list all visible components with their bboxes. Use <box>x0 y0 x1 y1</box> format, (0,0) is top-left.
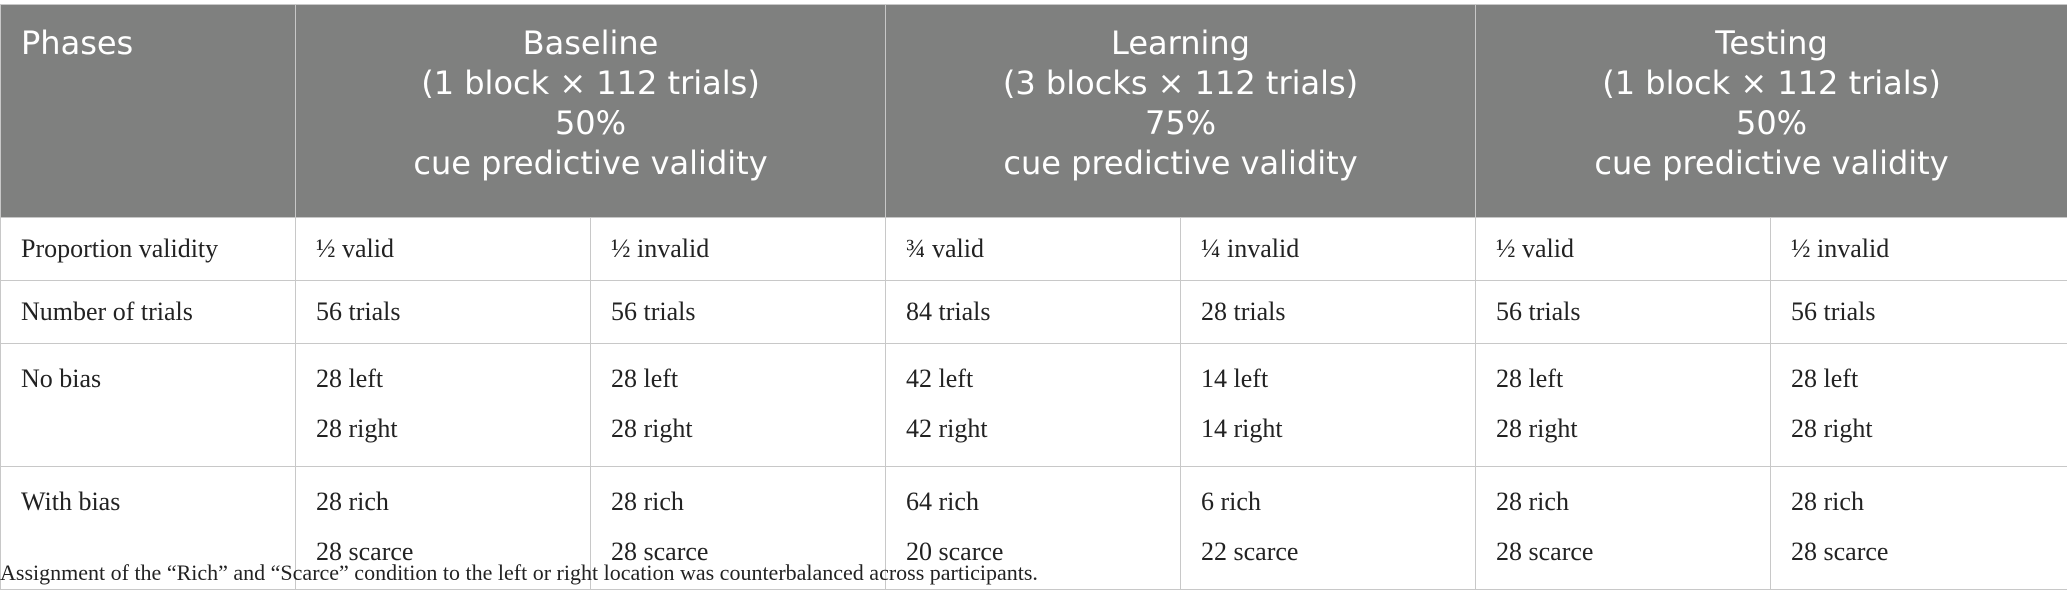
table-cell: 28 rich 28 scarce <box>589 466 887 590</box>
phase-header-learning: Learning (3 blocks × 112 trials) 75% cue… <box>885 4 1477 218</box>
table-cell: 28 trials <box>1180 280 1477 344</box>
cell-line: 42 left <box>906 364 974 393</box>
cell-line: 28 scarce <box>1791 537 1889 566</box>
table-cell: 56 trials <box>1475 280 1772 344</box>
cell-line: 28 rich <box>611 487 684 516</box>
row-label: No bias <box>0 343 296 467</box>
cell-line: 22 scarce <box>1201 537 1299 566</box>
table-cell: ½ invalid <box>1770 217 2067 281</box>
phases-column-header: Phases <box>0 4 296 218</box>
cell-line: 28 right <box>1791 414 1873 443</box>
cell-line: 14 right <box>1201 414 1283 443</box>
cell-line: 28 scarce <box>611 537 709 566</box>
phase-validity-label: cue predictive validity <box>413 144 768 182</box>
phase-header-testing: Testing (1 block × 112 trials) 50% cue p… <box>1475 4 2067 218</box>
table-footnote: Assignment of the “Rich” and “Scarce” co… <box>0 560 1038 585</box>
cell-line: 6 rich <box>1201 487 1261 516</box>
table-row-no-bias: No bias 28 left 28 right 28 left 28 right … <box>0 343 2067 467</box>
table-cell: ½ invalid <box>589 217 887 281</box>
cell-line: 28 rich <box>1791 487 1864 516</box>
table-row-with-bias: With bias 28 rich 28 scarce 28 rich 28 sca… <box>0 466 2067 590</box>
table-body: Proportion validity ½ valid ½ invalid ¾ … <box>0 217 2067 590</box>
row-label-text: No bias <box>21 364 102 393</box>
cell-line: 28 right <box>316 414 398 443</box>
table-row-number-of-trials: Number of trials 56 trials 56 trials 84 … <box>0 280 2067 344</box>
phase-validity-pct: 75% <box>1144 104 1217 142</box>
cell-line: 28 left <box>316 364 384 393</box>
table-cell: 64 rich 20 scarce <box>885 466 1182 590</box>
row-label-text: With bias <box>21 487 121 516</box>
phase-validity-label: cue predictive validity <box>1003 144 1358 182</box>
table-cell: 28 left 28 right <box>1475 343 1772 467</box>
table-row-proportion-validity: Proportion validity ½ valid ½ invalid ¾ … <box>0 217 2067 281</box>
phase-structure: (3 blocks × 112 trials) <box>1002 64 1359 102</box>
row-label: With bias <box>0 466 296 590</box>
table-cell: 56 trials <box>295 280 591 344</box>
table-cell: 28 rich 28 scarce <box>295 466 591 590</box>
table-cell: 28 left 28 right <box>589 343 887 467</box>
phase-validity-pct: 50% <box>554 104 627 142</box>
table-cell: 28 left 28 right <box>295 343 591 467</box>
row-label: Number of trials <box>0 280 296 344</box>
phase-header-baseline: Baseline (1 block × 112 trials) 50% cue … <box>294 4 887 218</box>
cell-line: 28 rich <box>1496 487 1569 516</box>
cell-line: 28 scarce <box>1496 537 1594 566</box>
phase-validity-pct: 50% <box>1735 104 1808 142</box>
table-cell: 6 rich 22 scarce <box>1180 466 1477 590</box>
table-cell: 84 trials <box>885 280 1182 344</box>
row-label: Proportion validity <box>0 217 296 281</box>
phase-validity-label: cue predictive validity <box>1594 144 1949 182</box>
cell-line: 28 right <box>1496 414 1578 443</box>
cell-line: 14 left <box>1201 364 1269 393</box>
table-cell: 56 trials <box>1770 280 2067 344</box>
phase-name: Baseline <box>522 24 659 62</box>
cell-line: 28 left <box>611 364 679 393</box>
table-cell: 14 left 14 right <box>1180 343 1477 467</box>
table-cell: ½ valid <box>1475 217 1772 281</box>
cell-line: 28 left <box>1496 364 1564 393</box>
cell-line: 20 scarce <box>906 537 1004 566</box>
table-cell: 42 left 42 right <box>885 343 1182 467</box>
phase-name: Testing <box>1715 24 1828 62</box>
cell-line: 42 right <box>906 414 988 443</box>
table-cell: ½ valid <box>295 217 591 281</box>
phase-structure: (1 block × 112 trials) <box>1602 64 1941 102</box>
cell-line: 28 right <box>611 414 693 443</box>
header-row: Phases Baseline (1 block × 112 trials) 5… <box>0 4 2067 218</box>
phases-table: Phases Baseline (1 block × 112 trials) 5… <box>0 4 2067 590</box>
phase-structure: (1 block × 112 trials) <box>421 64 760 102</box>
table-cell: 56 trials <box>589 280 887 344</box>
table-cell: 28 rich 28 scarce <box>1770 466 2067 590</box>
cell-line: 28 left <box>1791 364 1859 393</box>
table-cell: ¼ invalid <box>1180 217 1477 281</box>
table-cell: ¾ valid <box>885 217 1182 281</box>
table-cell: 28 rich 28 scarce <box>1475 466 1772 590</box>
cell-line: 28 rich <box>316 487 389 516</box>
table-cell: 28 left 28 right <box>1770 343 2067 467</box>
phase-name: Learning <box>1111 24 1250 62</box>
cell-line: 64 rich <box>906 487 979 516</box>
cell-line: 28 scarce <box>316 537 414 566</box>
